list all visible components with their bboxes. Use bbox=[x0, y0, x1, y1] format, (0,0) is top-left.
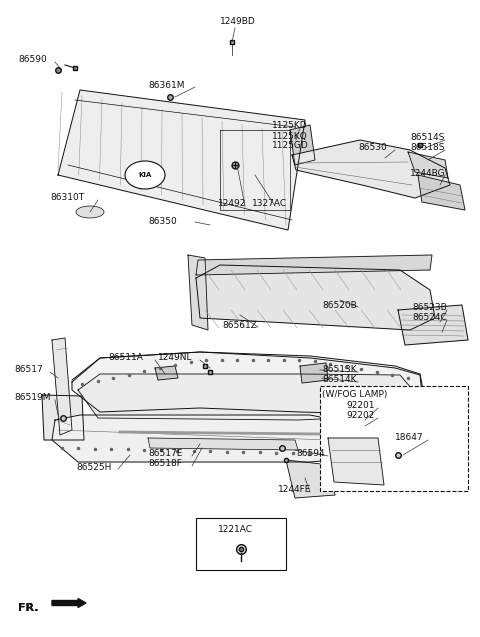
Text: (W/FOG LAMP): (W/FOG LAMP) bbox=[322, 389, 387, 399]
Text: 86525H: 86525H bbox=[76, 462, 111, 471]
Text: 86561Z: 86561Z bbox=[222, 320, 257, 329]
Text: 86524C: 86524C bbox=[412, 313, 447, 322]
Polygon shape bbox=[188, 255, 208, 330]
Text: 1125KD: 1125KD bbox=[272, 122, 308, 131]
Text: 1249BD: 1249BD bbox=[220, 17, 256, 27]
Text: 86518S: 86518S bbox=[410, 143, 444, 152]
Text: 86517: 86517 bbox=[14, 366, 43, 375]
Polygon shape bbox=[286, 460, 335, 498]
Polygon shape bbox=[328, 438, 384, 485]
Text: 92201: 92201 bbox=[346, 401, 374, 410]
Text: 1249NL: 1249NL bbox=[158, 354, 192, 362]
Polygon shape bbox=[78, 374, 418, 420]
Text: 86310T: 86310T bbox=[50, 194, 84, 203]
Text: 86523B: 86523B bbox=[412, 303, 447, 313]
Text: 86519M: 86519M bbox=[14, 394, 50, 403]
Ellipse shape bbox=[125, 161, 165, 189]
Polygon shape bbox=[58, 90, 305, 230]
Text: 86350: 86350 bbox=[148, 217, 177, 227]
FancyBboxPatch shape bbox=[196, 518, 286, 570]
Text: 86514K: 86514K bbox=[322, 375, 357, 385]
Polygon shape bbox=[196, 255, 432, 275]
Text: 1244BG: 1244BG bbox=[410, 169, 445, 178]
Polygon shape bbox=[196, 265, 435, 330]
Polygon shape bbox=[300, 363, 328, 383]
Polygon shape bbox=[155, 366, 178, 380]
Text: 86361M: 86361M bbox=[148, 80, 184, 90]
Polygon shape bbox=[398, 305, 468, 345]
Polygon shape bbox=[52, 338, 72, 435]
Polygon shape bbox=[72, 352, 425, 415]
Polygon shape bbox=[52, 415, 390, 462]
Text: 86520B: 86520B bbox=[322, 301, 357, 310]
Text: 86513K: 86513K bbox=[322, 366, 357, 375]
Text: FR.: FR. bbox=[18, 603, 38, 613]
Text: 18647: 18647 bbox=[395, 434, 424, 443]
Text: 86511A: 86511A bbox=[108, 354, 143, 362]
FancyArrow shape bbox=[52, 599, 86, 608]
Text: 1327AC: 1327AC bbox=[252, 199, 287, 208]
Text: 1221AC: 1221AC bbox=[218, 526, 253, 534]
Text: 92202: 92202 bbox=[346, 412, 374, 420]
Text: 86518F: 86518F bbox=[148, 459, 182, 468]
Polygon shape bbox=[42, 395, 84, 440]
Text: FR.: FR. bbox=[18, 603, 38, 613]
Ellipse shape bbox=[76, 206, 104, 218]
Text: 1125KQ: 1125KQ bbox=[272, 131, 308, 141]
Polygon shape bbox=[290, 125, 315, 165]
Text: 86590: 86590 bbox=[18, 55, 47, 64]
Text: 86594: 86594 bbox=[296, 450, 324, 459]
Polygon shape bbox=[418, 175, 465, 210]
Text: 86514S: 86514S bbox=[410, 134, 444, 143]
Polygon shape bbox=[148, 438, 298, 450]
Text: 86530: 86530 bbox=[358, 143, 387, 152]
Text: 1244FE: 1244FE bbox=[278, 485, 312, 494]
Text: 1125GD: 1125GD bbox=[272, 141, 309, 150]
Text: 86517E: 86517E bbox=[148, 450, 182, 459]
Text: KIA: KIA bbox=[138, 172, 152, 178]
Text: 12492: 12492 bbox=[218, 199, 246, 208]
Polygon shape bbox=[408, 152, 448, 178]
FancyBboxPatch shape bbox=[320, 386, 468, 491]
Polygon shape bbox=[292, 140, 450, 198]
